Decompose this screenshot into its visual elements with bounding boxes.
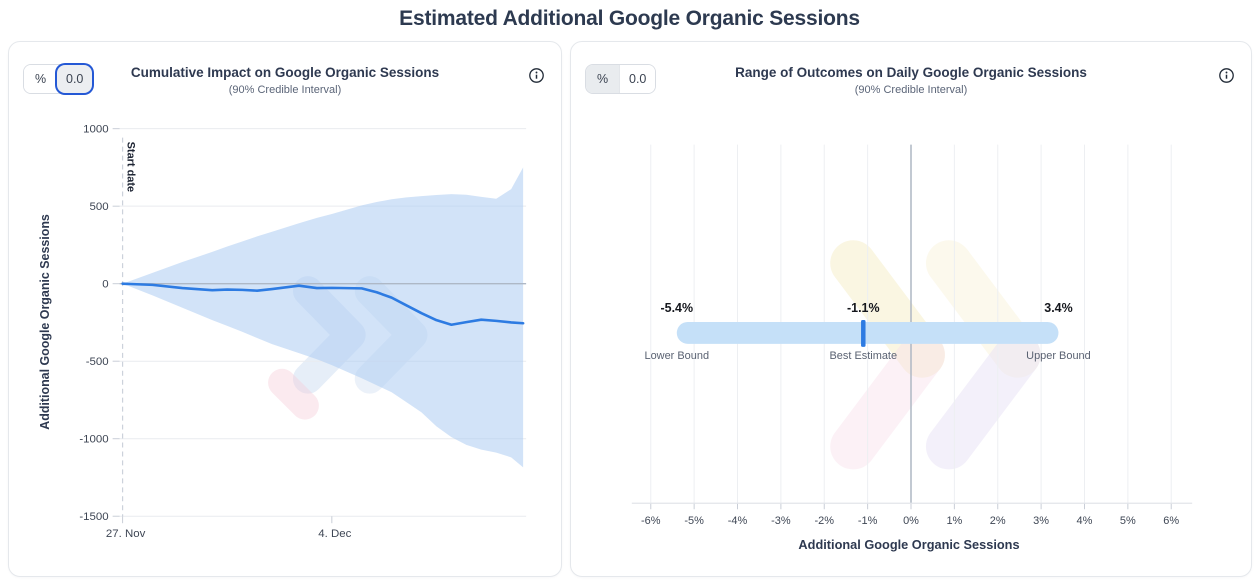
svg-text:-1000: -1000 (79, 434, 108, 446)
svg-text:4. Dec: 4. Dec (318, 528, 351, 540)
x-axis: -6% -5% -4% -3% -2% -1% 0% 1% 2% 3% 4% 5% 6% (631, 144, 1193, 527)
info-icon (1219, 68, 1234, 83)
info-button[interactable] (528, 67, 545, 84)
range-bar (676, 321, 1059, 344)
svg-text:-4%: -4% (728, 515, 748, 527)
confidence-band (122, 167, 524, 468)
svg-text:4%: 4% (1077, 515, 1093, 527)
svg-text:0: 0 (102, 279, 108, 291)
percent-toggle-button[interactable]: % (24, 65, 57, 93)
cumulative-chart-svg[interactable]: 1000 500 0 -500 -1000 -1500 Start date 27. Nov 4… (9, 42, 561, 576)
svg-text:Lower Bound: Lower Bound (644, 350, 709, 362)
cumulative-impact-panel: % 0.0 Cumulative Impact on Google Organi… (8, 41, 562, 577)
range-chart-svg[interactable]: -6% -5% -4% -3% -2% -1% 0% 1% 2% 3% 4% 5% 6% -5.4% -1.… (571, 42, 1251, 576)
svg-text:-1.1%: -1.1% (847, 301, 880, 315)
range-outcomes-panel: % 0.0 Range of Outcomes on Daily Google … (570, 41, 1252, 577)
percent-toggle-button[interactable]: % (586, 65, 619, 93)
svg-text:Additional Google Organic Sess: Additional Google Organic Sessions (38, 214, 52, 430)
svg-text:Best Estimate: Best Estimate (829, 350, 897, 362)
range-labels: -5.4% -1.1% 3.4% Lower Bound Best Estimate Up… (644, 301, 1090, 362)
svg-text:-5%: -5% (684, 515, 704, 527)
svg-text:27. Nov: 27. Nov (106, 528, 146, 540)
svg-text:1000: 1000 (83, 124, 108, 136)
svg-text:1%: 1% (946, 515, 962, 527)
info-icon (529, 68, 544, 83)
svg-text:Upper Bound: Upper Bound (1026, 350, 1091, 362)
page-title: Estimated Additional Google Organic Sess… (399, 7, 860, 30)
svg-text:-1%: -1% (858, 515, 878, 527)
svg-text:-1500: -1500 (79, 511, 108, 523)
unit-toggle-range: % 0.0 (585, 64, 657, 94)
x-axis: 27. Nov 4. Dec (106, 516, 352, 540)
svg-text:-2%: -2% (815, 515, 835, 527)
svg-text:3%: 3% (1033, 515, 1049, 527)
svg-text:3.4%: 3.4% (1044, 301, 1072, 315)
y-axis: 1000 500 0 -500 -1000 -1500 (79, 124, 527, 523)
svg-text:5%: 5% (1120, 515, 1136, 527)
info-button[interactable] (1218, 67, 1235, 84)
svg-text:500: 500 (90, 201, 109, 213)
absolute-toggle-button[interactable]: 0.0 (619, 65, 656, 93)
svg-text:2%: 2% (990, 515, 1006, 527)
svg-text:-6%: -6% (641, 515, 661, 527)
estimate-line (121, 282, 525, 327)
svg-text:-3%: -3% (771, 515, 791, 527)
svg-text:-500: -500 (86, 356, 109, 368)
unit-toggle-cumulative: % 0.0 (23, 64, 94, 94)
svg-text:6%: 6% (1163, 515, 1179, 527)
svg-text:Start date: Start date (125, 142, 137, 192)
absolute-toggle-button[interactable]: 0.0 (57, 65, 93, 93)
panels-row: % 0.0 Cumulative Impact on Google Organi… (0, 41, 1259, 577)
svg-text:Additional Google Organic Sess: Additional Google Organic Sessions (798, 537, 1019, 552)
svg-text:-5.4%: -5.4% (661, 301, 694, 315)
best-estimate-marker (861, 319, 866, 347)
svg-text:0%: 0% (903, 515, 919, 527)
